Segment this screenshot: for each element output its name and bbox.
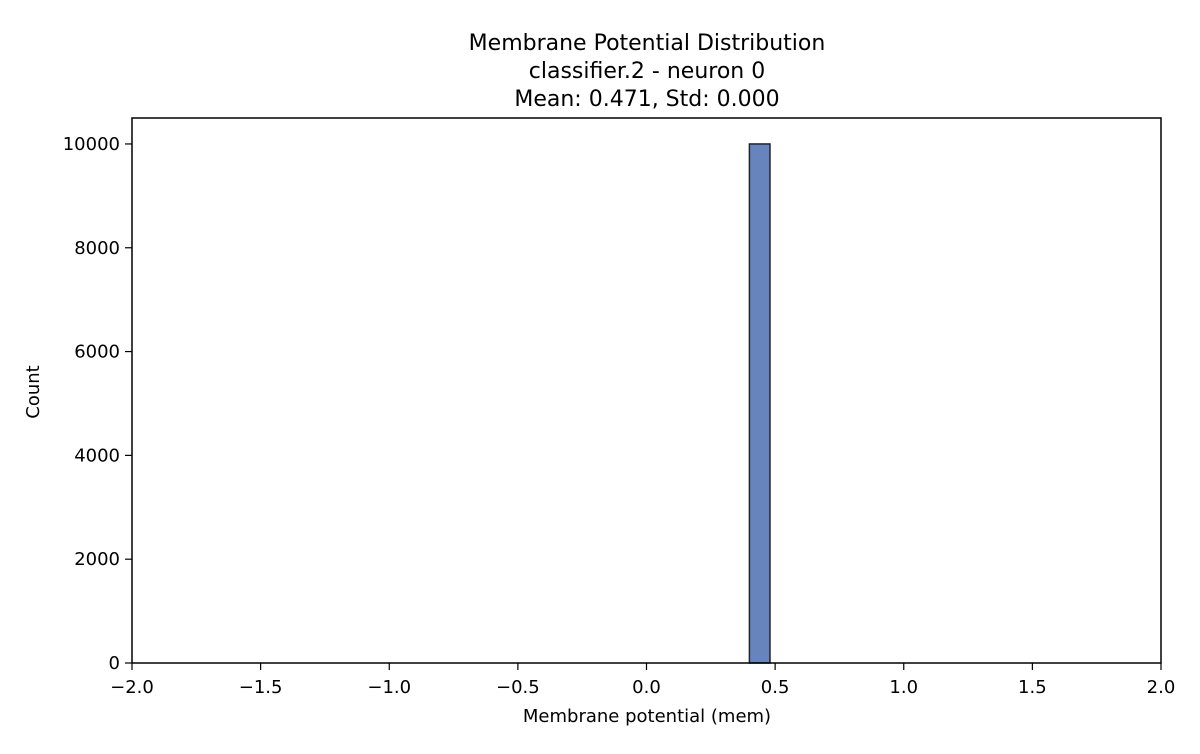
x-axis-label: Membrane potential (mem) xyxy=(523,706,771,727)
x-tick-label-2: −1.0 xyxy=(367,677,411,698)
x-tick-label-1: −1.5 xyxy=(239,677,283,698)
x-tick-label-8: 2.0 xyxy=(1147,677,1176,698)
chart-title: Membrane Potential Distribution classifi… xyxy=(469,31,826,112)
y-tick-label-0: 0 xyxy=(109,653,120,674)
chart-title-line-1: Membrane Potential Distribution xyxy=(469,31,826,56)
y-tick-label-3: 6000 xyxy=(74,342,120,363)
x-tick-label-4: 0.0 xyxy=(632,677,661,698)
y-tick-label-2: 4000 xyxy=(74,445,120,466)
x-tick-label-3: −0.5 xyxy=(496,677,540,698)
x-tick-label-0: −2.0 xyxy=(110,677,154,698)
x-tick-label-6: 1.0 xyxy=(889,677,918,698)
y-axis-ticks: 0 2000 4000 6000 8000 10000 xyxy=(63,134,132,674)
histogram-bar-0 xyxy=(748,143,771,664)
chart-title-line-2: classifier.2 - neuron 0 xyxy=(529,59,765,84)
x-axis-ticks: −2.0 −1.5 −1.0 −0.5 0.0 0.5 1.0 1.5 2.0 xyxy=(110,663,1175,698)
x-tick-label-7: 1.5 xyxy=(1018,677,1047,698)
plot-area-frame xyxy=(131,117,1162,664)
histogram-bars xyxy=(748,143,771,664)
y-tick-label-4: 8000 xyxy=(74,238,120,259)
y-tick-label-5: 10000 xyxy=(63,134,120,155)
y-axis-label: Count xyxy=(23,365,44,418)
x-tick-label-5: 0.5 xyxy=(761,677,790,698)
y-tick-label-1: 2000 xyxy=(74,549,120,570)
chart-title-line-3: Mean: 0.471, Std: 0.000 xyxy=(514,87,779,112)
